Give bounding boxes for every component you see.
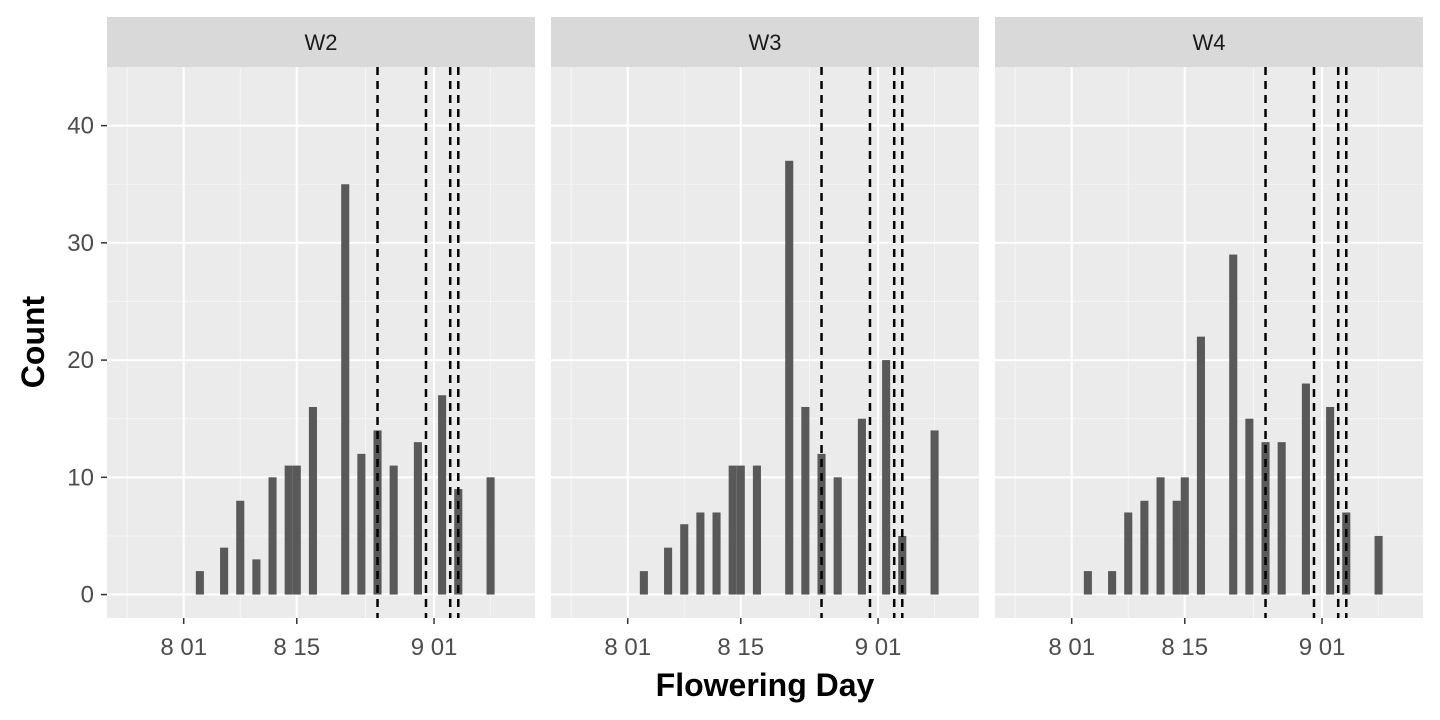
- bar: [1245, 419, 1253, 595]
- bar: [785, 161, 793, 595]
- bar: [309, 407, 317, 595]
- bar: [858, 419, 866, 595]
- bar: [1124, 512, 1132, 594]
- bar: [664, 548, 672, 595]
- bar: [834, 477, 842, 594]
- bar: [487, 477, 495, 594]
- x-tick-label: 9 01: [855, 634, 902, 661]
- facet-panel-w2: W2 8 01 8 15 9 01: [107, 17, 535, 661]
- bar: [1326, 407, 1334, 595]
- bar: [373, 430, 381, 594]
- bar: [753, 466, 761, 595]
- bar: [1278, 442, 1286, 594]
- bar: [737, 466, 745, 595]
- bar: [1197, 337, 1205, 595]
- bar: [1173, 501, 1181, 595]
- bar: [285, 466, 293, 595]
- panel-background: [551, 67, 979, 618]
- x-tick-label: 8 01: [160, 634, 207, 661]
- bar: [1140, 501, 1148, 595]
- facet-panel-w4: W4 8 01 8 15 9 01: [995, 17, 1423, 661]
- bar: [729, 466, 737, 595]
- bar: [1084, 571, 1092, 594]
- y-tick-label: 40: [67, 113, 94, 140]
- bar: [1181, 477, 1189, 594]
- facet-strip-label: W3: [749, 30, 782, 55]
- x-tick-label: 8 15: [273, 634, 320, 661]
- y-tick-label: 20: [67, 347, 94, 374]
- x-tick-label: 8 15: [717, 634, 764, 661]
- x-tick-label: 9 01: [411, 634, 458, 661]
- x-tick-label: 8 01: [604, 634, 651, 661]
- facet-strip-label: W2: [305, 30, 338, 55]
- bar: [1342, 512, 1350, 594]
- bar: [414, 442, 422, 594]
- y-axis-title: Count: [15, 295, 51, 388]
- bar: [220, 548, 228, 595]
- bar: [341, 184, 349, 594]
- bar: [1302, 384, 1310, 595]
- bar: [1157, 477, 1165, 594]
- x-axis-title: Flowering Day: [656, 667, 875, 703]
- y-tick-label: 0: [81, 582, 94, 609]
- panels-layer: W2 8 01 8 15 9 01 W3 8 01 8 15 9 01 W4 8 01 8 15 9 …: [107, 17, 1423, 661]
- bar: [1375, 536, 1383, 595]
- bar: [713, 512, 721, 594]
- bar: [680, 524, 688, 594]
- bar: [640, 571, 648, 594]
- y-axis: 0 10 20 30 40: [67, 113, 107, 609]
- bar: [293, 466, 301, 595]
- bar: [696, 512, 704, 594]
- bar: [357, 454, 365, 595]
- facet-panel-w3: W3 8 01 8 15 9 01: [551, 17, 979, 661]
- bar: [236, 501, 244, 595]
- bar: [931, 430, 939, 594]
- x-tick-label: 9 01: [1299, 634, 1346, 661]
- bar: [252, 559, 260, 594]
- y-tick-label: 30: [67, 230, 94, 257]
- facet-strip-label: W4: [1193, 30, 1226, 55]
- bar: [390, 466, 398, 595]
- bar: [801, 407, 809, 595]
- panel-background: [107, 67, 535, 618]
- bar: [269, 477, 277, 594]
- bar: [196, 571, 204, 594]
- panel-background: [995, 67, 1423, 618]
- x-tick-label: 8 15: [1161, 634, 1208, 661]
- bar: [1108, 571, 1116, 594]
- x-tick-label: 8 01: [1048, 634, 1095, 661]
- bar: [438, 395, 446, 594]
- bar: [882, 360, 890, 594]
- bar: [1229, 255, 1237, 595]
- y-tick-label: 10: [67, 464, 94, 491]
